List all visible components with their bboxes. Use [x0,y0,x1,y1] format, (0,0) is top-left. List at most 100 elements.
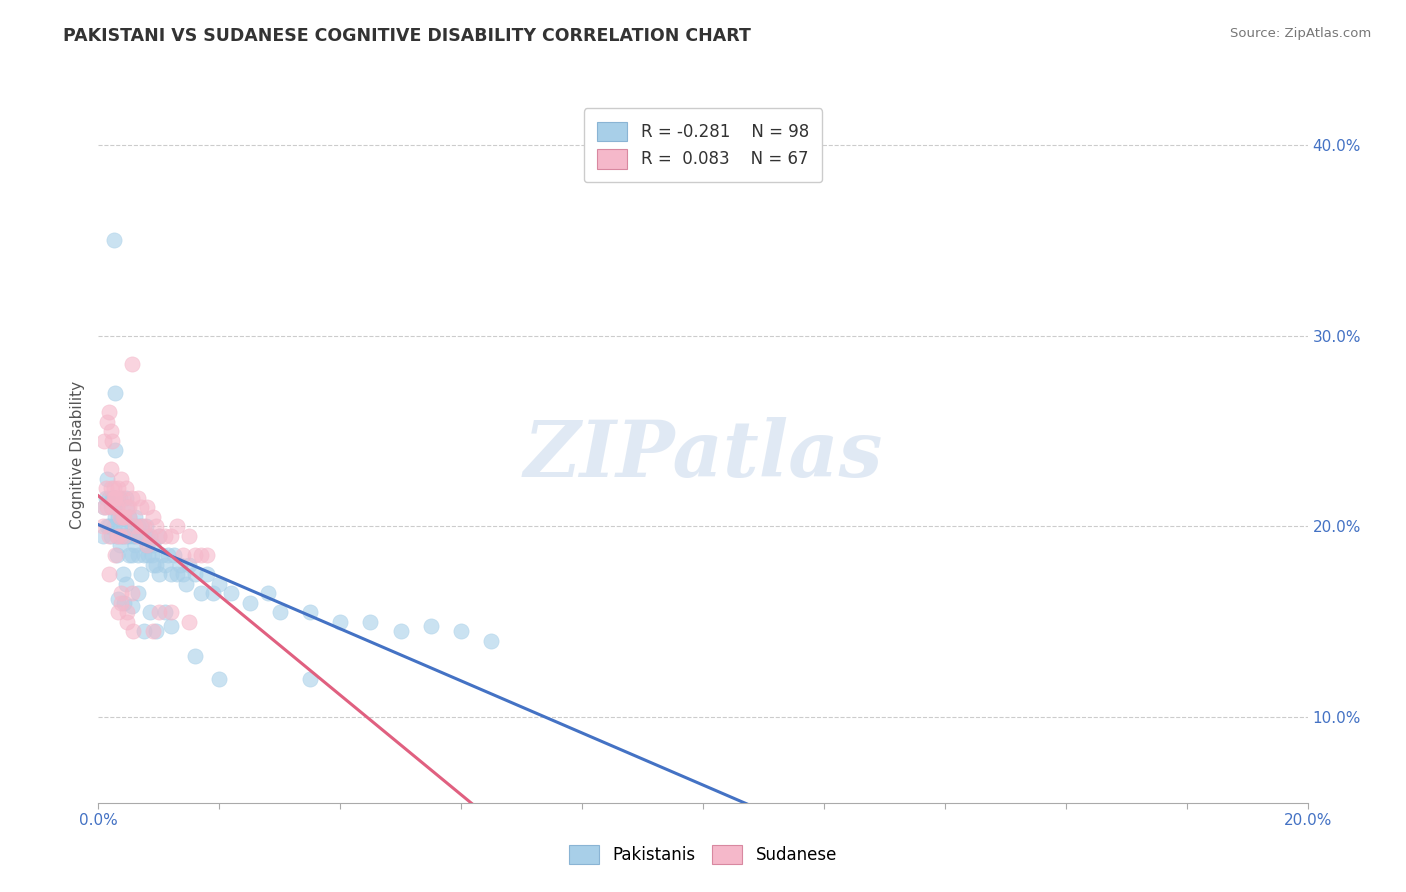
Point [132,548,155,562]
Point [100,500,122,515]
Point [135,529,157,543]
Point [98,519,121,533]
Point [118,509,141,524]
Point [139,529,162,543]
Point [256,586,278,600]
Point [114,491,136,505]
Point [100,481,122,495]
Point [160,567,183,582]
Point [221,586,243,600]
Point [100,491,122,505]
Point [160,529,183,543]
Point [108,491,131,505]
Point [148,605,170,619]
Point [107,591,129,606]
Point [111,529,134,543]
Point [135,519,157,533]
Point [148,529,170,543]
Point [420,618,443,632]
Point [98,491,121,505]
Point [112,509,135,524]
Point [108,509,131,524]
Point [107,481,129,495]
Point [100,500,122,515]
Point [103,491,125,505]
Point [112,529,135,543]
Point [190,548,212,562]
Point [105,500,128,515]
Point [110,529,132,543]
Point [105,500,128,515]
Point [103,234,125,248]
Point [103,519,125,533]
Point [121,491,143,505]
Point [141,548,163,562]
Point [239,596,262,610]
Point [93,500,115,515]
Point [139,529,162,543]
Point [150,548,173,562]
Point [103,491,125,505]
Point [172,567,194,582]
Point [129,500,152,515]
Point [160,618,183,632]
Point [202,586,225,600]
Point [96,500,118,515]
Point [172,548,194,562]
Point [104,386,127,401]
Point [93,500,115,515]
Point [127,586,149,600]
Point [100,424,122,438]
Point [121,548,143,562]
Point [142,539,165,553]
Point [114,481,136,495]
Point [105,548,128,562]
Point [360,615,382,629]
Point [104,443,127,458]
Point [124,529,146,543]
Point [190,586,212,600]
Text: Source: ZipAtlas.com: Source: ZipAtlas.com [1230,27,1371,40]
Point [121,357,143,371]
Point [107,605,129,619]
Point [139,605,162,619]
Point [208,672,231,686]
Point [131,529,153,543]
Point [132,519,155,533]
Point [91,519,114,533]
Point [91,529,114,543]
Point [103,481,125,495]
Point [184,648,207,663]
Point [129,567,152,582]
Point [104,491,127,505]
Point [100,462,122,476]
Point [145,624,167,639]
Point [195,548,218,562]
Point [179,558,201,572]
Point [124,519,146,533]
Point [160,605,183,619]
Text: ZIPatlas: ZIPatlas [523,417,883,493]
Point [117,500,139,515]
Point [135,500,157,515]
Point [94,481,117,495]
Point [103,491,125,505]
Point [110,472,132,486]
Point [124,539,146,553]
Point [118,509,141,524]
Point [174,576,197,591]
Point [299,672,322,686]
Point [179,615,201,629]
Point [121,586,143,600]
Point [450,624,472,639]
Point [96,472,118,486]
Point [122,529,145,543]
Point [148,529,170,543]
Point [110,509,132,524]
Point [105,529,128,543]
Point [136,548,159,562]
Legend: Pakistanis, Sudanese: Pakistanis, Sudanese [562,838,844,871]
Point [104,491,127,505]
Point [105,491,128,505]
Point [111,491,134,505]
